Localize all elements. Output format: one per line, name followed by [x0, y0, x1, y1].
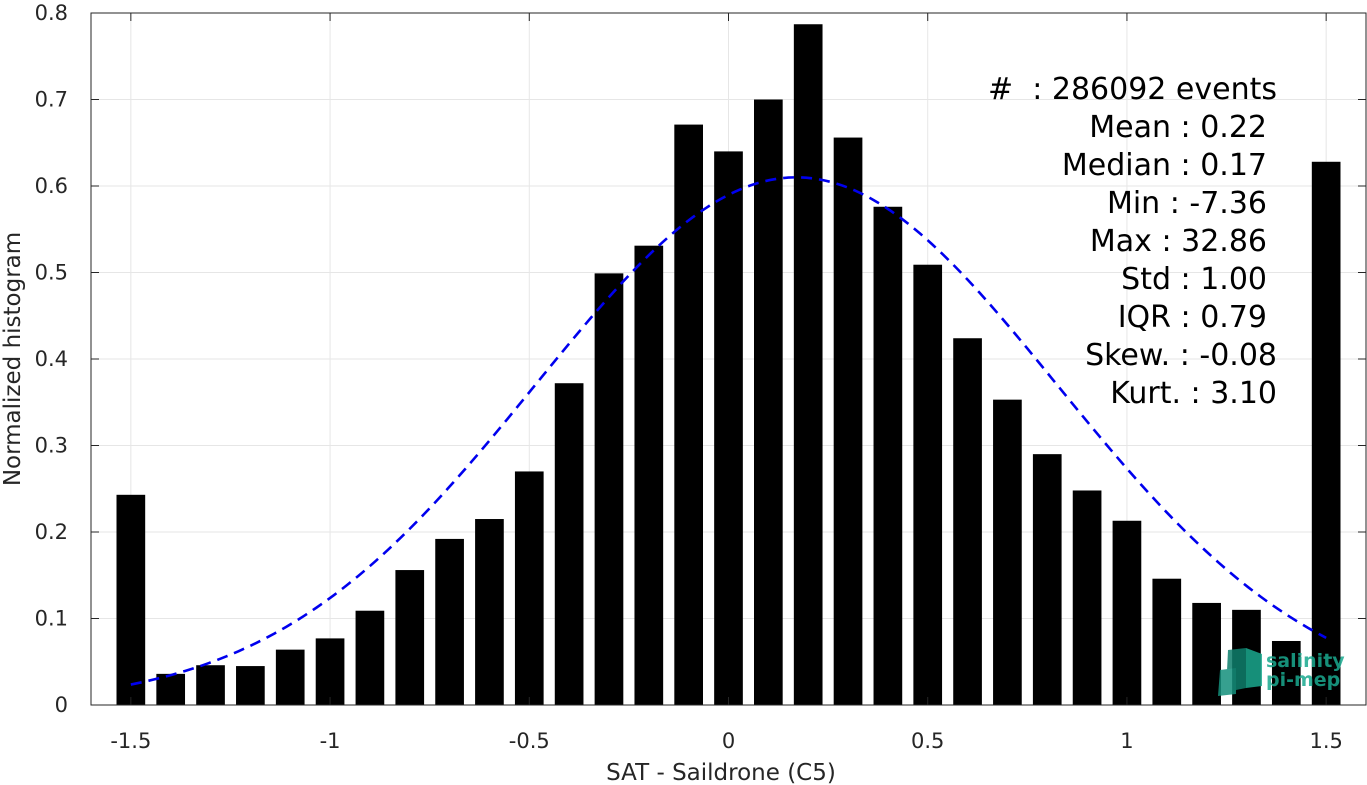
stat-mean: Mean : 0.22	[1089, 110, 1267, 145]
logo-line-1: salinity	[1266, 650, 1345, 672]
y-tick-label: 0.2	[35, 520, 68, 544]
x-tick-label: -1	[320, 729, 341, 753]
y-axis-label: Normalized histogram	[0, 232, 26, 486]
histogram-bar	[873, 206, 903, 705]
histogram-bar	[754, 99, 783, 705]
stat-min: Min : -7.36	[1107, 186, 1267, 221]
axis-ticks	[91, 12, 1366, 706]
x-tick-label: -0.5	[509, 729, 550, 753]
histogram-bar	[116, 494, 146, 705]
y-tick-labels: 0 0.1 0.2 0.3 0.4 0.5 0.6 0.7 0.8	[35, 1, 68, 717]
stat-median: Median : 0.17	[1062, 148, 1267, 183]
stat-max: Max : 32.86	[1090, 224, 1267, 259]
histogram-bar	[833, 137, 863, 705]
stat-skew: Skew. : -0.08	[1085, 338, 1277, 373]
histogram-bar	[554, 383, 584, 705]
histogram-bar	[156, 673, 186, 705]
histogram-bar	[236, 666, 265, 705]
histogram-bar	[315, 638, 345, 705]
stat-events: # : 286092 events	[988, 72, 1277, 107]
histogram-bar	[275, 649, 305, 705]
x-tick-label: 1.5	[1309, 729, 1342, 753]
stat-iqr: IQR : 0.79	[1118, 300, 1267, 335]
histogram-bar	[953, 338, 982, 705]
x-tick-labels: -1.5 -1 -0.5 0 0.5 1 1.5	[110, 729, 1343, 753]
histogram-bar	[793, 24, 823, 706]
histogram-bar	[993, 399, 1022, 705]
y-tick-label: 0.7	[35, 88, 68, 112]
histogram-bar	[674, 124, 703, 705]
x-axis-label: SAT - Saildrone (C5)	[606, 760, 836, 785]
histogram-bar	[913, 264, 943, 705]
histogram-bar	[634, 245, 664, 705]
histogram-bar	[594, 273, 624, 705]
histogram-bar	[475, 519, 504, 705]
histogram-bar	[196, 665, 225, 705]
salinity-pimep-logo: salinity pi-mep	[1218, 648, 1345, 696]
histogram-bar	[395, 570, 425, 705]
stats-box: # : 286092 events Mean : 0.22 Median : 0…	[988, 72, 1277, 411]
x-tick-label: 0.5	[911, 729, 944, 753]
cube-icon	[1218, 648, 1262, 696]
y-tick-label: 0.1	[35, 607, 68, 631]
histogram-bar	[1271, 640, 1301, 705]
y-tick-label: 0.6	[35, 174, 68, 198]
histogram-bar	[1072, 490, 1102, 705]
gaussian-fit-curve	[130, 176, 1327, 686]
stat-std: Std : 1.00	[1121, 262, 1267, 297]
y-tick-label: 0.4	[35, 347, 68, 371]
y-tick-label: 0	[55, 693, 68, 717]
x-tick-label: 1	[1120, 729, 1133, 753]
histogram-bar	[1192, 602, 1221, 705]
y-tick-label: 0.8	[35, 1, 68, 25]
histogram-bar	[1311, 161, 1341, 705]
histogram-bar	[1032, 454, 1062, 705]
histogram-bar	[435, 538, 464, 705]
histogram-bar	[514, 471, 544, 705]
histogram-bar	[1152, 578, 1182, 705]
logo-line-2: pi-mep	[1266, 669, 1340, 691]
x-tick-label: -1.5	[110, 729, 151, 753]
y-tick-label: 0.3	[35, 434, 68, 458]
histogram-bars	[116, 24, 1341, 706]
histogram-bar	[355, 610, 385, 705]
stat-kurt: Kurt. : 3.10	[1110, 376, 1277, 411]
histogram-bar	[1112, 520, 1142, 705]
histogram-bar	[714, 151, 743, 705]
x-tick-label: 0	[722, 729, 735, 753]
y-tick-label: 0.5	[35, 261, 68, 285]
